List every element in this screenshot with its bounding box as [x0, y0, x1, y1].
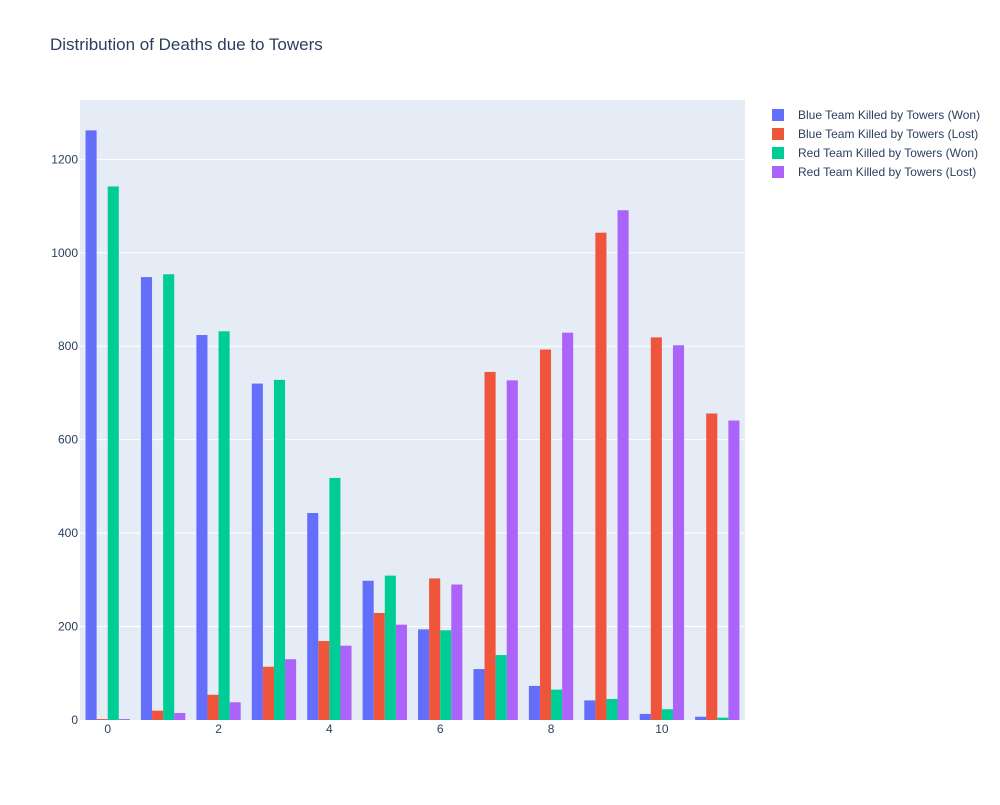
bar[interactable] — [495, 655, 507, 720]
x-tick-label: 10 — [655, 722, 669, 736]
bar[interactable] — [307, 513, 319, 720]
chart-title: Distribution of Deaths due to Towers — [50, 35, 323, 54]
legend-label[interactable]: Blue Team Killed by Towers (Won) — [798, 108, 980, 122]
bar[interactable] — [418, 629, 430, 720]
y-tick-label: 400 — [58, 526, 78, 540]
x-tick-label: 2 — [215, 722, 222, 736]
bar[interactable] — [373, 613, 385, 720]
legend-swatch[interactable] — [772, 109, 784, 121]
bar[interactable] — [384, 575, 396, 720]
x-tick-label: 8 — [548, 722, 555, 736]
y-tick-label: 600 — [58, 433, 78, 447]
x-tick-label: 6 — [437, 722, 444, 736]
bar[interactable] — [672, 345, 685, 720]
y-tick-label: 200 — [58, 620, 78, 634]
bar[interactable] — [329, 477, 341, 720]
bar[interactable] — [451, 584, 463, 720]
plot-area — [80, 100, 745, 720]
bar[interactable] — [429, 578, 441, 720]
bar[interactable] — [340, 645, 352, 720]
bar[interactable] — [318, 641, 330, 720]
legend-swatch[interactable] — [772, 147, 784, 159]
grid-lines — [80, 158, 745, 628]
bar[interactable] — [728, 420, 740, 720]
bar[interactable] — [562, 332, 574, 720]
legend: Blue Team Killed by Towers (Won) Blue Tea… — [772, 108, 980, 179]
legend-label[interactable]: Blue Team Killed by Towers (Lost) — [798, 127, 978, 141]
bar[interactable] — [395, 624, 407, 720]
bar[interactable] — [717, 717, 729, 720]
bar[interactable] — [174, 712, 186, 720]
bar[interactable] — [539, 349, 552, 720]
bar[interactable] — [595, 232, 607, 720]
legend-swatch[interactable] — [772, 166, 784, 178]
bar[interactable] — [85, 130, 97, 720]
bar[interactable] — [706, 413, 718, 720]
y-tick-label: 800 — [58, 339, 78, 353]
bar[interactable] — [551, 689, 563, 720]
bar[interactable] — [484, 371, 496, 720]
y-tick-label: 0 — [71, 713, 78, 727]
bar[interactable] — [584, 700, 596, 720]
bar[interactable] — [695, 716, 707, 720]
bar[interactable] — [196, 335, 208, 720]
x-tick-label: 4 — [326, 722, 333, 736]
legend-label[interactable]: Red Team Killed by Towers (Lost) — [798, 165, 976, 179]
bar[interactable] — [96, 719, 108, 720]
bar[interactable] — [617, 210, 629, 721]
bar[interactable] — [140, 277, 153, 720]
y-tick-label: 1200 — [51, 152, 78, 166]
bar[interactable] — [229, 702, 241, 720]
y-tick-label: 1000 — [51, 246, 78, 260]
x-tick-label: 0 — [104, 722, 111, 736]
bar[interactable] — [251, 383, 263, 720]
bar[interactable] — [152, 710, 164, 720]
bar[interactable] — [362, 580, 374, 720]
legend-label[interactable]: Red Team Killed by Towers (Won) — [798, 146, 978, 160]
bar[interactable] — [262, 666, 274, 720]
bar[interactable] — [661, 709, 673, 720]
bar[interactable] — [218, 331, 230, 720]
bar[interactable] — [107, 186, 119, 721]
bar[interactable] — [118, 719, 130, 720]
y-axis-ticks: 0 200 400 600 800 1000 1200 — [51, 152, 78, 727]
bar[interactable] — [650, 337, 662, 720]
bar[interactable] — [473, 669, 485, 720]
x-axis-ticks: 0 2 4 6 8 10 — [104, 722, 669, 736]
bar[interactable] — [285, 659, 297, 720]
bar[interactable] — [606, 698, 618, 720]
legend-swatch[interactable] — [772, 128, 784, 140]
bar[interactable] — [207, 694, 219, 720]
bars — [85, 130, 740, 721]
bar[interactable] — [528, 685, 540, 720]
bar[interactable] — [273, 379, 286, 720]
bar[interactable] — [506, 380, 518, 720]
bar[interactable] — [440, 630, 452, 720]
bar[interactable] — [163, 274, 175, 720]
bar[interactable] — [639, 713, 651, 720]
